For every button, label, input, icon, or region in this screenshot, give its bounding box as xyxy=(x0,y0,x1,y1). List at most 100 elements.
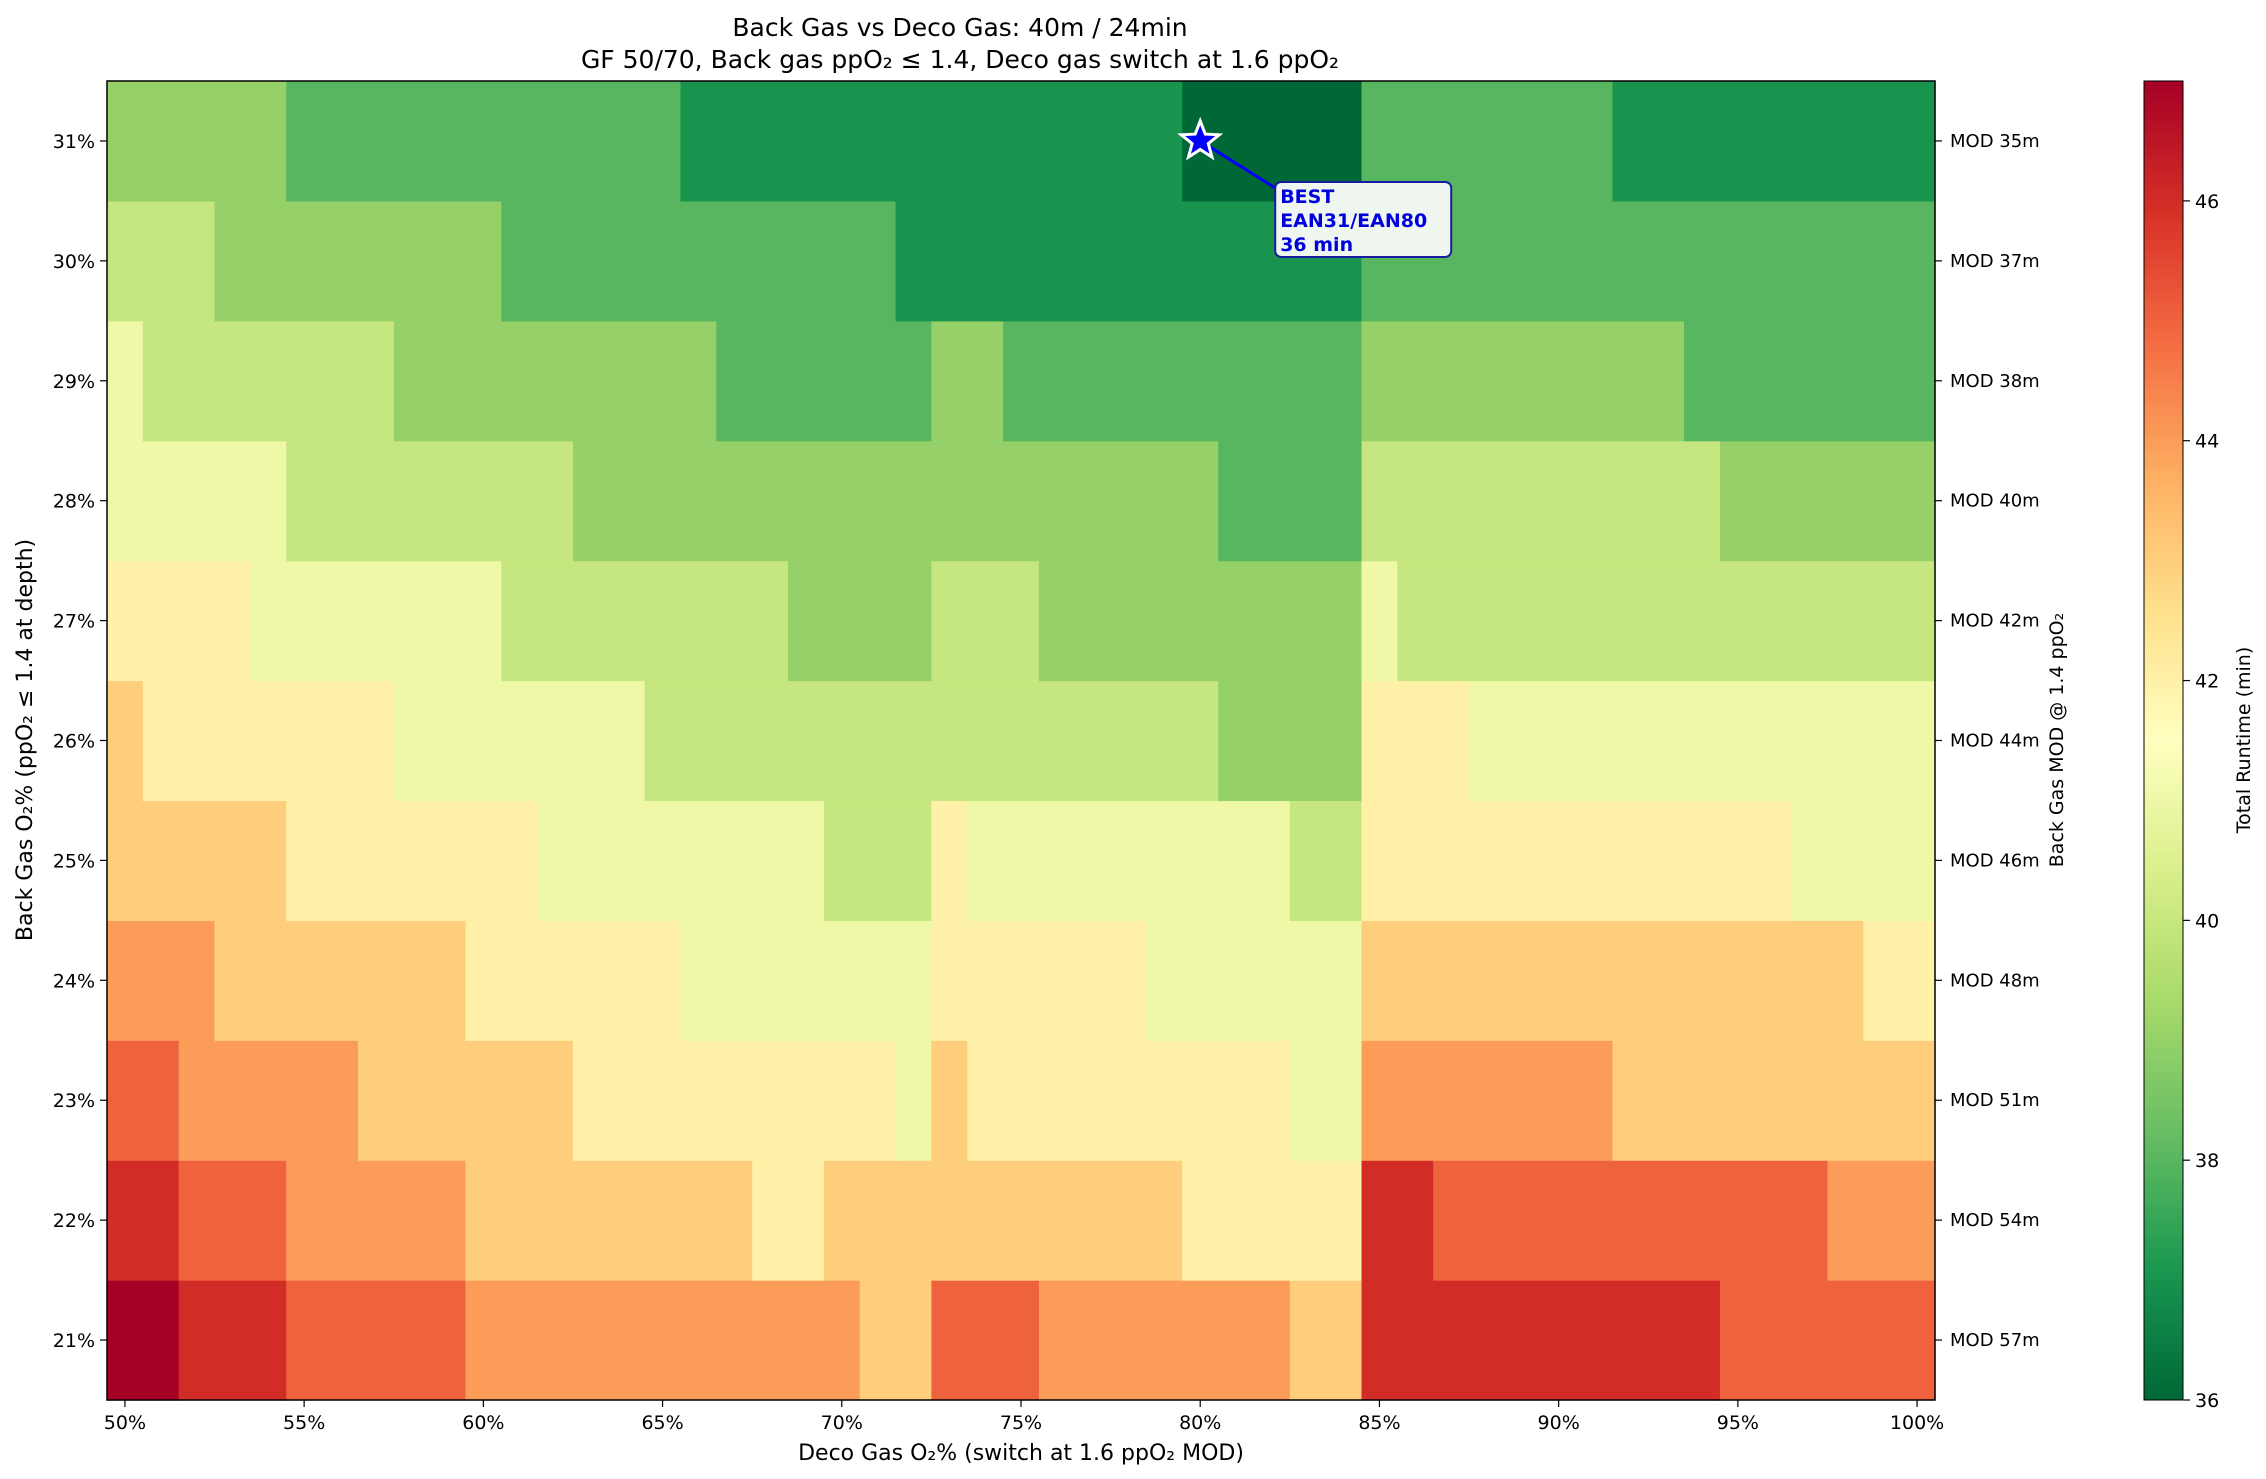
heatmap-cell xyxy=(967,1040,1291,1161)
y-tick-label: 29% xyxy=(53,371,95,393)
y-tick-label: 24% xyxy=(53,970,95,992)
colorbar xyxy=(2143,80,2184,1401)
heatmap-cell xyxy=(1361,560,1398,682)
best-annotation: BEST EAN31/EAN80 36 min xyxy=(1177,116,1453,258)
heatmap-cell xyxy=(1827,1160,1936,1281)
best-label-box xyxy=(1274,180,1453,258)
right-tick-label: MOD 54m xyxy=(1950,1210,2040,1231)
heatmap-cell xyxy=(931,560,1040,682)
heatmap-cell xyxy=(931,1040,968,1161)
heatmap-cell xyxy=(572,1040,897,1161)
heatmap-cell xyxy=(1719,440,1936,562)
right-tick-label: MOD 48m xyxy=(1950,970,2040,991)
right-tick-label: MOD 37m xyxy=(1950,251,2040,272)
heatmap-cell xyxy=(465,920,682,1041)
heatmap-cell xyxy=(1684,320,1936,442)
heatmap-cell xyxy=(644,680,1219,802)
heatmap-cell xyxy=(1361,800,1793,921)
heatmap-cell xyxy=(931,320,1004,442)
heatmap-cell xyxy=(1289,1040,1363,1161)
heatmap-cell xyxy=(107,1040,180,1161)
best-arrow xyxy=(1199,139,1277,190)
heatmap-cell xyxy=(286,800,538,921)
heatmap-cell xyxy=(1038,1280,1291,1401)
heatmap-cell xyxy=(357,1040,574,1161)
heatmap-cell xyxy=(680,920,932,1041)
heatmap-cell xyxy=(537,800,825,921)
right-axis: MOD 57m MOD 54m MOD 51m MOD 48m MOD 46m MOD 4… xyxy=(1935,131,2040,1351)
y-axis-label: Back Gas O₂% (ppO₂ ≤ 1.4 at depth) xyxy=(13,539,38,941)
y-tick-label: 22% xyxy=(53,1210,95,1232)
x-axis-label: Deco Gas O₂% (switch at 1.6 ppO₂ MOD) xyxy=(798,1441,1244,1466)
y-tick-label: 26% xyxy=(53,731,95,753)
heatmap-cell xyxy=(107,680,144,802)
heatmap-cell xyxy=(1361,1160,1434,1281)
heatmap-cell xyxy=(107,1160,180,1281)
y-tick-label: 31% xyxy=(53,131,95,153)
colorbar-tick-label: 42 xyxy=(2195,671,2219,693)
heatmap-cell xyxy=(142,680,395,802)
heatmap-cell xyxy=(107,560,251,682)
heatmap-cell xyxy=(1361,680,1470,802)
best-label-line-2: EAN31/EAN80 xyxy=(1280,210,1427,232)
heatmap-cell xyxy=(572,440,1219,562)
heatmap-cell xyxy=(250,560,502,682)
x-tick-label: 85% xyxy=(1358,1412,1400,1434)
y-axis: 21% 22% 23% 24% 25% 26% 27% 28% 29% 30% 31% xyxy=(53,131,107,1352)
heatmap-cell xyxy=(1218,440,1363,562)
heatmap-cell xyxy=(1361,200,1936,322)
heatmap-cell xyxy=(1469,680,1936,802)
heatmap-cell xyxy=(1361,440,1721,562)
heatmap-cell xyxy=(178,1280,287,1401)
y-tick-label: 23% xyxy=(53,1090,95,1112)
heatmap-cell xyxy=(680,81,1183,202)
heatmap-cell xyxy=(1433,1160,1829,1281)
heatmap-cell xyxy=(107,440,287,562)
heatmap-cell xyxy=(142,320,395,442)
x-tick-label: 95% xyxy=(1717,1412,1759,1434)
heatmap-cell xyxy=(393,320,717,442)
heatmap-cell xyxy=(286,1160,467,1281)
colorbar-tick-label: 36 xyxy=(2195,1390,2219,1412)
heatmap-cell xyxy=(1612,81,1936,202)
heatmap-cell xyxy=(931,800,968,921)
heatmap-cell xyxy=(286,81,682,202)
heatmap-cell xyxy=(823,800,932,921)
right-tick-label: MOD 35m xyxy=(1950,131,2040,152)
right-tick-label: MOD 40m xyxy=(1950,491,2040,512)
heatmap-cell xyxy=(1289,800,1363,921)
heatmap-cells xyxy=(107,81,1936,1401)
heatmap-cell xyxy=(1038,560,1363,682)
y-tick-label: 25% xyxy=(53,850,95,872)
heatmap-cell xyxy=(465,1280,861,1401)
right-axis-label: Back Gas MOD @ 1.4 ppO₂ xyxy=(2046,613,2068,867)
y-tick-label: 21% xyxy=(53,1330,95,1352)
heatmap-cell xyxy=(1397,560,1936,682)
y-tick-label: 27% xyxy=(53,611,95,633)
y-tick-label: 30% xyxy=(53,251,95,273)
heatmap-cell xyxy=(1863,920,1936,1041)
heatmap-cell xyxy=(286,440,574,562)
y-tick-label: 28% xyxy=(53,491,95,513)
heatmap-cell xyxy=(1791,800,1936,921)
heatmap-cell xyxy=(1289,1280,1363,1401)
heatmap-cell xyxy=(1182,1160,1363,1281)
heatmap-cell xyxy=(178,1160,287,1281)
heatmap-cell xyxy=(1361,1280,1721,1401)
colorbar-label: Total Runtime (min) xyxy=(2233,647,2255,834)
heatmap-cell xyxy=(214,920,467,1041)
heatmap-cell xyxy=(788,560,932,682)
x-tick-label: 70% xyxy=(821,1412,863,1434)
heatmap-cell xyxy=(1218,680,1363,802)
heatmap-cell xyxy=(931,920,1148,1041)
colorbar-tick-label: 44 xyxy=(2195,431,2219,453)
heatmap-cell xyxy=(1361,320,1685,442)
chart-title: Back Gas vs Deco Gas: 40m / 24min xyxy=(732,13,1187,42)
heatmap-cell xyxy=(107,81,287,202)
chart-subtitle: GF 50/70, Back gas ppO₂ ≤ 1.4, Deco gas … xyxy=(581,45,1339,74)
heatmap-cell xyxy=(501,560,789,682)
heatmap-cell xyxy=(716,320,932,442)
x-tick-label: 55% xyxy=(283,1412,325,1434)
heatmap-cell xyxy=(214,200,502,322)
